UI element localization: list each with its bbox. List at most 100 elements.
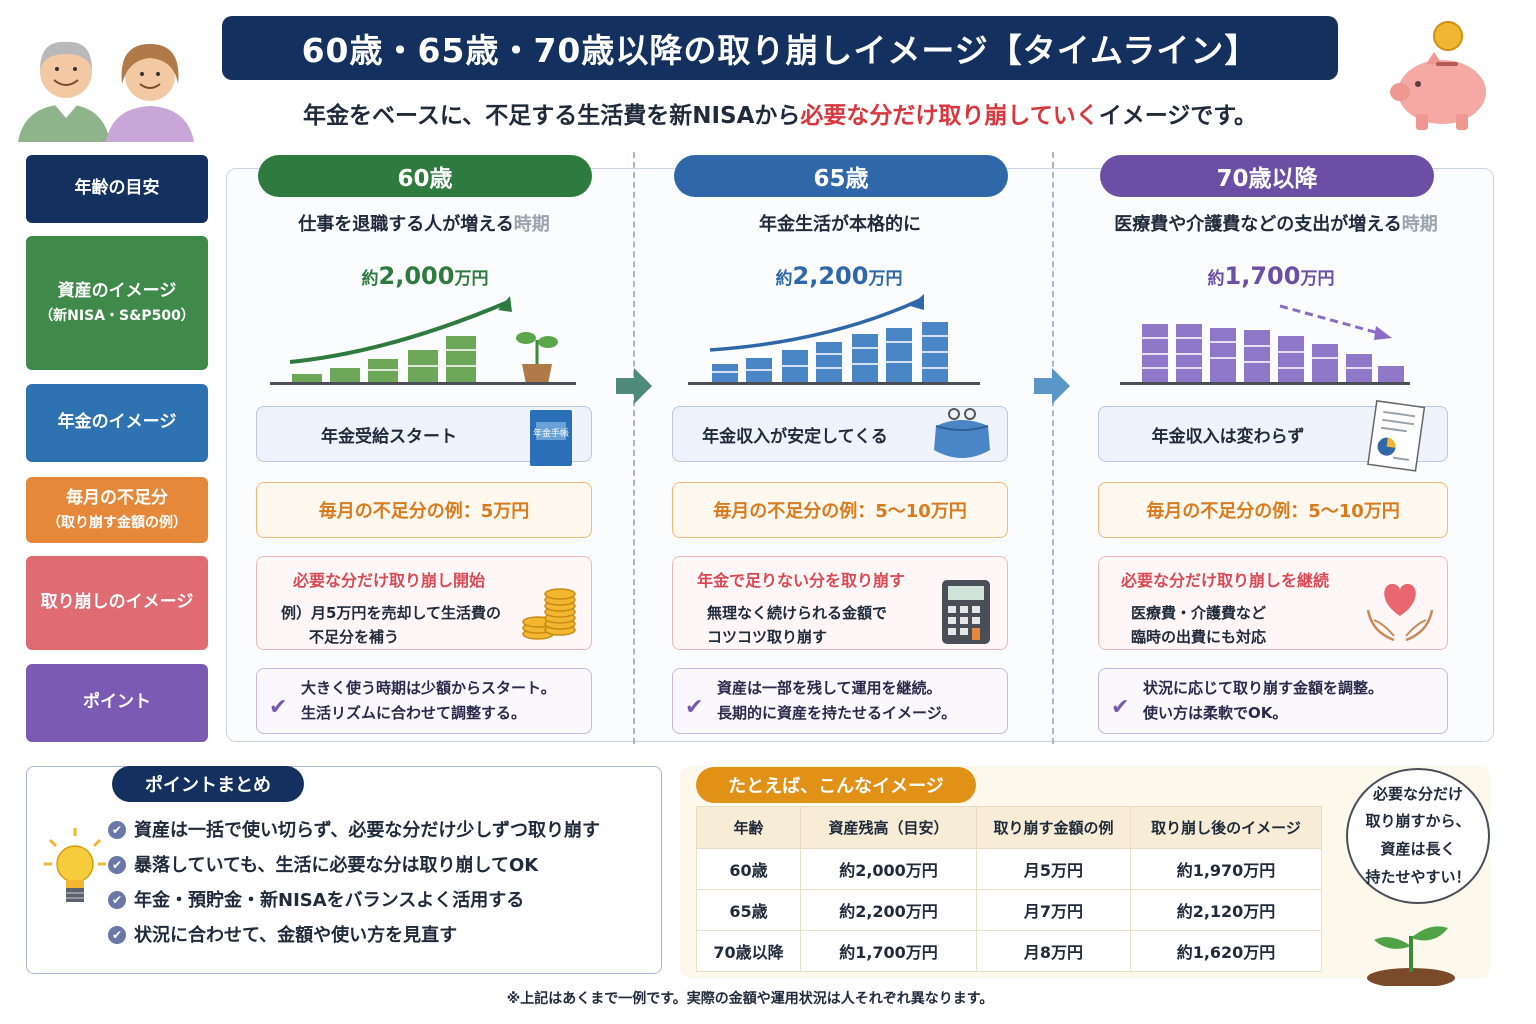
summary-item: ✔ 年金・預貯金・新NISAをバランスよく活用する [108, 886, 524, 912]
desc-main: 仕事を退職する人が増える [298, 214, 514, 235]
row-label-pension: 年金のイメージ [26, 384, 208, 462]
amount-value: 1,700 [1224, 262, 1301, 290]
table-cell: 60歳 [696, 848, 801, 890]
point-line: 長期的に資産を持たせるイメージ。 [717, 704, 957, 722]
table-header: 取り崩す金額の例 [976, 806, 1131, 849]
calculator-icon [940, 578, 992, 646]
amount-unit: 万円 [454, 269, 489, 289]
row-label-assets: 資産のイメージ （新NISA・S&P500） [26, 236, 208, 370]
chart-baseline [1120, 382, 1410, 385]
footnote: ※上記はあくまで一例です。実際の金額や運用状況は人それぞれ異なります。 [506, 991, 994, 1007]
summary-item-text: 状況に合わせて、金額や使い方を見直す [134, 925, 458, 946]
bubble-line: 取り崩すから、 [1365, 812, 1471, 831]
withdraw-body: 医療費・介護費など 臨時の出費にも対応 [1115, 601, 1431, 650]
asset-bars-65 [688, 292, 980, 386]
page-title: 60歳・65歳・70歳以降の取り崩しイメージ【タイムライン】 [222, 16, 1338, 80]
point-line: 使い方は柔軟でOK。 [1143, 704, 1288, 722]
summary-item-text: 資産は一括で使い切らず、必要な分だけ少しずつ取り崩す [134, 820, 601, 841]
asset-amount-65: 約2,200万円 [704, 262, 974, 290]
desc-tail: 時期 [1401, 214, 1438, 235]
point-line: 状況に応じて取り崩す金額を調整。 [1143, 678, 1384, 697]
point-line: 資産は一部を残して運用を継続。 [717, 678, 942, 697]
check-icon: ✔ [269, 695, 288, 720]
row-label-pension-text: 年金のイメージ [57, 412, 177, 433]
row-label-withdraw-text: 取り崩しのイメージ [40, 592, 194, 613]
table-cell: 65歳 [696, 889, 801, 931]
column-divider-1 [633, 152, 635, 744]
column-desc-70: 医療費や介護費などの支出が増える時期 [1076, 210, 1476, 236]
chart-baseline [270, 382, 576, 385]
table-header: 資産残高（目安） [800, 806, 977, 849]
table-cell: 70歳以降 [696, 930, 801, 972]
column-head-65: 65歳 [674, 155, 1008, 197]
summary-item: ✔ 暴落していても、生活に必要な分は取り崩してOK [108, 851, 538, 877]
piggy-bank-icon [1386, 18, 1498, 134]
table-row: 60歳 約2,000万円 月5万円 約1,970万円 [696, 848, 1322, 890]
withdraw-line: 無理なく続けられる金額で [707, 604, 888, 622]
asset-amount-70: 約1,700万円 [1136, 262, 1406, 290]
pension-book-icon: 年金手帳 [528, 408, 574, 468]
check-icon: ✔ [108, 891, 126, 909]
table-cell: 月7万円 [976, 889, 1131, 931]
subtitle-highlight: 必要な分だけ取り崩していく [800, 103, 1099, 129]
column-desc-60: 仕事を退職する人が増える時期 [240, 210, 608, 236]
point-box-70: ✔ 状況に応じて取り崩す金額を調整。 使い方は柔軟でOK。 [1098, 668, 1448, 734]
table-row: 70歳以降 約1,700万円 月8万円 約1,620万円 [696, 930, 1322, 972]
row-label-assets-text: 資産のイメージ [57, 281, 177, 302]
row-label-age: 年齢の目安 [26, 155, 208, 223]
shortfall-box-60: 毎月の不足分の例：5万円 [256, 482, 592, 538]
sprout-icon [1356, 906, 1466, 988]
withdraw-line: 例）月5万円を売却して生活費の [281, 604, 501, 622]
amount-prefix: 約 [1207, 269, 1225, 289]
point-box-65: ✔ 資産は一部を残して運用を継続。 長期的に資産を持たせるイメージ。 [672, 668, 1008, 734]
point-line: 生活リズムに合わせて調整する。 [301, 704, 527, 722]
bubble-line: 必要な分だけ [1372, 784, 1463, 803]
pension-text: 年金収入が安定してくる [702, 426, 888, 447]
check-icon: ✔ [108, 821, 126, 839]
shortfall-box-70: 毎月の不足分の例：5〜10万円 [1098, 482, 1448, 538]
summary-panel [26, 766, 662, 974]
check-icon: ✔ [108, 856, 126, 874]
seniors-icon [14, 14, 194, 142]
row-label-shortfall: 毎月の不足分 （取り崩す金額の例） [26, 477, 208, 543]
amount-value: 2,000 [378, 262, 455, 290]
table-cell: 約2,200万円 [800, 889, 977, 931]
withdraw-body: 無理なく続けられる金額で コツコツ取り崩す [689, 601, 991, 650]
desc-main: 年金生活が本格的に [759, 214, 921, 235]
summary-item-text: 年金・預貯金・新NISAをバランスよく活用する [134, 890, 525, 911]
summary-item: ✔ 状況に合わせて、金額や使い方を見直す [108, 921, 457, 947]
withdraw-title: 必要な分だけ取り崩しを継続 [1121, 571, 1330, 590]
check-icon: ✔ [685, 695, 704, 720]
document-chart-icon [1366, 399, 1428, 474]
column-head-60: 60歳 [258, 155, 592, 197]
arrow-right-icon [1032, 366, 1072, 406]
subtitle-pre: 年金をベースに、不足する生活費を新NISAから [303, 103, 801, 129]
row-label-age-text: 年齢の目安 [74, 178, 160, 199]
speech-bubble: 必要な分だけ 取り崩すから、 資産は長く 持たせやすい！ [1346, 768, 1490, 904]
table-cell: 約2,000万円 [800, 848, 977, 890]
summary-item: ✔ 資産は一括で使い切らず、必要な分だけ少しずつ取り崩す [108, 816, 600, 842]
row-label-shortfall-text: 毎月の不足分 [66, 488, 168, 509]
example-table: 年齢 資産残高（目安） 取り崩す金額の例 取り崩し後のイメージ 60歳 約2,0… [696, 806, 1322, 972]
table-header: 取り崩し後のイメージ [1130, 806, 1322, 849]
amount-unit: 万円 [1300, 269, 1335, 289]
table-cell: 約1,700万円 [800, 930, 977, 972]
bubble-line: 資産は長く [1380, 840, 1456, 858]
check-icon: ✔ [108, 926, 126, 944]
row-label-shortfall-sub: （取り崩す金額の例） [47, 515, 187, 532]
coins-icon [520, 584, 580, 642]
amount-prefix: 約 [775, 269, 793, 289]
column-desc-65: 年金生活が本格的に [656, 210, 1024, 236]
book-label: 年金手帳 [533, 427, 569, 439]
column-head-70: 70歳以降 [1100, 155, 1434, 197]
shortfall-box-65: 毎月の不足分の例：5〜10万円 [672, 482, 1008, 538]
withdraw-title: 年金で足りない分を取り崩す [697, 571, 906, 590]
table-header: 年齢 [696, 806, 801, 849]
desc-main: 医療費や介護費などの支出が増える [1114, 214, 1402, 235]
check-icon: ✔ [1111, 695, 1130, 720]
withdraw-title: 必要な分だけ取り崩し開始 [293, 571, 486, 590]
amount-prefix: 約 [361, 269, 379, 289]
row-label-point-text: ポイント [83, 692, 151, 713]
table-cell: 約1,970万円 [1130, 848, 1322, 890]
withdraw-line: 不足分を補う [309, 627, 400, 646]
